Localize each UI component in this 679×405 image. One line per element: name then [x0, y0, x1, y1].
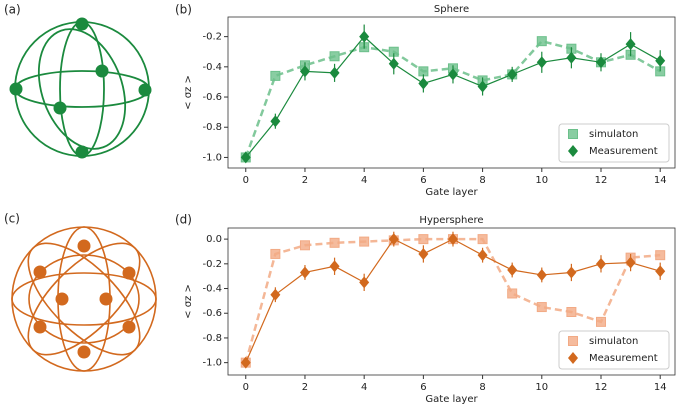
x-tick-label: 2	[302, 175, 308, 186]
legend-marker	[568, 352, 578, 364]
marker	[536, 268, 547, 281]
marker	[507, 288, 518, 299]
marker	[418, 77, 429, 90]
marker	[507, 264, 518, 276]
legend-label: Measurement	[589, 146, 658, 157]
y-tick-label: -0.8	[202, 122, 222, 133]
x-tick-label: 10	[535, 382, 548, 393]
x-tick-label: 0	[243, 382, 249, 393]
y-tick-label: -0.4	[202, 284, 222, 295]
marker	[388, 57, 399, 70]
x-axis-label: Gate layer	[425, 394, 478, 405]
y-tick-label: 0.0	[206, 234, 222, 245]
marker	[270, 248, 281, 259]
hypersphere-diagram	[11, 226, 157, 372]
marker	[270, 115, 281, 128]
y-tick-label: -0.2	[202, 259, 222, 270]
marker	[447, 68, 458, 81]
marker	[477, 249, 488, 262]
panel-label: (c)	[4, 212, 20, 226]
marker	[566, 51, 577, 64]
marker	[418, 247, 429, 260]
marker	[625, 38, 636, 51]
marker	[359, 30, 370, 43]
legend-marker	[568, 129, 578, 139]
marker	[240, 356, 251, 369]
legend-box	[558, 330, 670, 370]
marker	[329, 260, 340, 273]
y-tick-label: -0.6	[202, 308, 222, 319]
plot-frame	[227, 16, 676, 169]
marker	[329, 66, 340, 79]
x-tick-label: 0	[243, 175, 249, 186]
y-tick-label: -0.2	[202, 32, 222, 43]
marker	[655, 54, 666, 67]
marker	[329, 237, 340, 248]
x-tick-label: 4	[361, 175, 367, 186]
sphere-diagram	[9, 17, 152, 159]
x-axis-label: Gate layer	[425, 187, 478, 198]
y-tick-label: -0.4	[202, 62, 222, 73]
marker	[595, 257, 606, 270]
marker	[655, 250, 666, 261]
marker	[566, 307, 577, 317]
x-tick-label: 8	[479, 382, 485, 393]
panel-label: (d)	[175, 213, 192, 227]
x-tick-label: 6	[420, 382, 426, 393]
marker	[477, 80, 488, 93]
chart-title: Sphere	[434, 4, 469, 15]
marker	[299, 65, 310, 78]
marker	[625, 256, 636, 269]
x-tick-label: 8	[479, 175, 485, 186]
legend-label: simulaton	[589, 336, 638, 347]
marker	[447, 233, 458, 246]
x-tick-label: 6	[420, 175, 426, 186]
marker	[388, 233, 399, 246]
marker	[359, 236, 370, 247]
plot-frame	[227, 227, 676, 376]
marker	[299, 266, 310, 279]
marker	[477, 234, 488, 245]
chart-title: Hypersphere	[419, 215, 483, 226]
marker	[270, 288, 281, 301]
marker	[507, 68, 518, 81]
legend-label: Measurement	[589, 353, 658, 364]
x-tick-label: 14	[654, 175, 667, 186]
legend-label: simulaton	[589, 129, 638, 140]
marker	[566, 266, 577, 279]
y-tick-label: -1.0	[202, 152, 222, 163]
panel-label: (a)	[4, 3, 21, 17]
marker	[536, 56, 547, 69]
marker	[359, 276, 370, 289]
x-tick-label: 10	[535, 175, 548, 186]
y-tick-label: -1.0	[202, 358, 222, 369]
x-tick-label: 12	[595, 175, 608, 186]
marker	[299, 240, 310, 251]
legend-marker	[568, 336, 578, 346]
panel-label: (b)	[175, 3, 192, 17]
x-tick-label: 4	[361, 382, 367, 393]
x-tick-label: 2	[302, 382, 308, 393]
y-axis-label: < σz >	[183, 284, 194, 319]
marker	[655, 265, 666, 278]
marker	[595, 316, 606, 327]
marker	[418, 234, 429, 245]
legend-box	[558, 123, 670, 163]
y-tick-label: -0.8	[202, 333, 222, 344]
y-tick-label: -0.6	[202, 92, 222, 103]
marker	[270, 70, 281, 81]
marker	[240, 151, 251, 164]
marker	[329, 51, 340, 62]
legend-marker	[568, 145, 578, 157]
marker	[536, 36, 547, 47]
x-tick-label: 14	[654, 382, 667, 393]
y-axis-label: < σz >	[183, 75, 194, 110]
marker	[595, 56, 606, 69]
marker	[536, 302, 547, 313]
x-tick-label: 12	[595, 382, 608, 393]
